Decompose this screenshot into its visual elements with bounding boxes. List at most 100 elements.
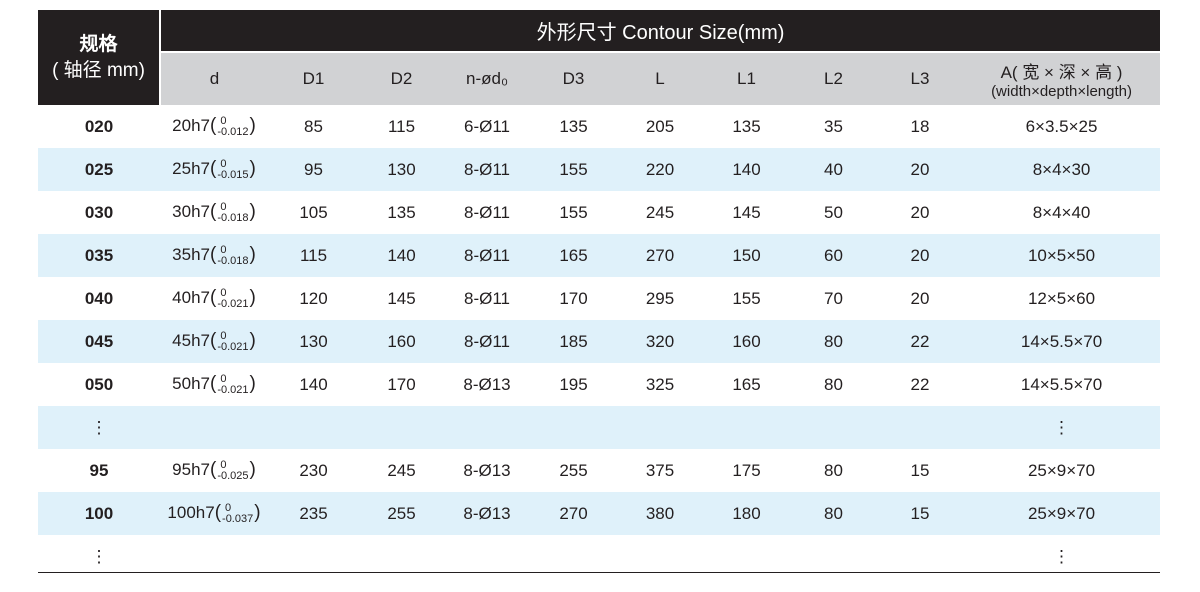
spec-cell: 100	[84, 503, 114, 523]
d2-cell: 135	[387, 202, 416, 222]
d-cell: 20h7(0 -0.012)	[172, 114, 256, 138]
l3-cell: 20	[910, 245, 930, 265]
col-header: L3	[877, 52, 963, 105]
l3-cell: 20	[910, 159, 930, 179]
table-row: 045 45h7(0 -0.021) 130 160 8-Ø11 185 320 160 80 22…	[38, 320, 1161, 363]
l-cell: 320	[645, 331, 675, 351]
l-cell: 245	[645, 202, 675, 222]
spec-cell: 020	[84, 116, 114, 136]
d-cell: 95h7(0 -0.025)	[172, 458, 256, 482]
d3-cell: 155	[559, 159, 588, 179]
d-cell: 40h7(0 -0.021)	[172, 286, 256, 310]
l1-cell: 135	[732, 116, 761, 136]
l3-cell: 15	[910, 503, 930, 523]
d1-cell: 105	[299, 202, 328, 222]
col-header: d	[160, 52, 268, 105]
l3-cell: 22	[910, 331, 930, 351]
d2-cell: 160	[387, 331, 416, 351]
l-cell: 205	[645, 116, 675, 136]
d2-cell: 145	[387, 288, 416, 308]
a-cell: 14×5.5×70	[1020, 374, 1103, 394]
l2-cell: 80	[824, 331, 843, 351]
l1-cell: 165	[732, 374, 761, 394]
d1-cell: 115	[299, 245, 328, 265]
d2-cell: 255	[387, 503, 416, 523]
l2-cell: 35	[824, 116, 843, 136]
ellipsis: ⋮	[1053, 546, 1071, 566]
contour-size-table: 规格( 轴径 mm) 外形尺寸 Contour Size(mm) d D1 D2…	[38, 10, 1161, 578]
n-cell: 8-Ø11	[464, 331, 510, 351]
table-row: 020 20h7(0 -0.012) 85 115 6-Ø11 135 205 135 35 18 6…	[38, 105, 1160, 148]
n-cell: 8-Ø11	[464, 245, 510, 265]
n-cell: 8-Ø11	[464, 159, 510, 179]
l-cell: 270	[645, 245, 675, 265]
table-bottom-rule	[38, 572, 1160, 573]
d1-cell: 85	[304, 116, 323, 136]
l-cell: 380	[645, 503, 675, 523]
spec-cell: 050	[84, 374, 114, 394]
d-cell: 35h7(0 -0.018)	[172, 243, 256, 267]
d-cell: 50h7(0 -0.021)	[172, 372, 256, 396]
table-row: 100 100h7(0 -0.037) 235 255 8-Ø13 270 380 180 80 1…	[38, 492, 1161, 535]
a-cell: 8×4×30	[1032, 159, 1091, 179]
d2-cell: 130	[387, 159, 416, 179]
d2-cell: 245	[387, 460, 416, 480]
spec-cell: 035	[84, 245, 114, 265]
table-row: ⋮ ⋮	[38, 406, 1161, 449]
l2-cell: 60	[824, 245, 843, 265]
l-cell: 375	[645, 460, 675, 480]
l1-cell: 160	[732, 331, 761, 351]
table-row: 035 35h7(0 -0.018) 115 140 8-Ø11 165 270 150 60 20…	[38, 234, 1161, 277]
col-header: n-ød₀	[444, 52, 530, 105]
d3-cell: 155	[559, 202, 588, 222]
n-cell: 8-Ø13	[463, 460, 511, 480]
n-cell: 6-Ø11	[464, 116, 510, 136]
d1-cell: 95	[304, 159, 323, 179]
l1-cell: 180	[732, 503, 761, 523]
d1-cell: 120	[299, 288, 328, 308]
d3-cell: 185	[559, 331, 588, 351]
l3-cell: 18	[910, 116, 930, 136]
d3-cell: 170	[559, 288, 588, 308]
l2-cell: 80	[824, 374, 843, 394]
a-cell: 12×5×60	[1027, 288, 1096, 308]
ellipsis: ⋮	[90, 546, 108, 566]
d3-cell: 165	[559, 245, 588, 265]
l2-cell: 40	[824, 159, 843, 179]
l1-cell: 150	[732, 245, 761, 265]
l2-cell: 80	[824, 503, 843, 523]
spec-cell: 040	[84, 288, 114, 308]
spec-cell: 030	[84, 202, 114, 222]
a-cell: 10×5×50	[1027, 245, 1096, 265]
l3-cell: 22	[910, 374, 930, 394]
d1-cell: 235	[299, 503, 328, 523]
d-cell: 100h7(0 -0.037)	[167, 501, 261, 525]
l-cell: 295	[645, 288, 675, 308]
d2-cell: 140	[387, 245, 416, 265]
n-cell: 8-Ø13	[463, 374, 511, 394]
l3-cell: 20	[910, 288, 930, 308]
group-title: 外形尺寸 Contour Size(mm)	[160, 10, 1161, 53]
d-cell: 30h7(0 -0.018)	[172, 200, 256, 224]
l-cell: 220	[645, 159, 675, 179]
col-header: D1	[268, 52, 359, 105]
l1-cell: 155	[732, 288, 761, 308]
a-cell: 14×5.5×70	[1020, 331, 1103, 351]
col-header-a: A( 宽 × 深 × 高 ) (width×depth×length)	[963, 52, 1161, 105]
l1-cell: 145	[732, 202, 761, 222]
l3-cell: 15	[910, 460, 930, 480]
table-row: 050 50h7(0 -0.021) 140 170 8-Ø13 195 325 165 80 22…	[38, 363, 1160, 406]
ellipsis: ⋮	[90, 417, 108, 437]
table-row: 025 25h7(0 -0.015) 95 130 8-Ø11 155 220 140 40 20 8…	[38, 148, 1161, 191]
d-cell: 45h7(0 -0.021)	[172, 329, 256, 353]
l3-cell: 20	[910, 202, 930, 222]
l2-cell: 80	[824, 460, 843, 480]
a-cell: 6×3.5×25	[1025, 116, 1098, 136]
d3-cell: 195	[559, 374, 588, 394]
spec-header: 规格( 轴径 mm)	[38, 10, 161, 105]
l2-cell: 70	[824, 288, 843, 308]
spec-cell: 95	[89, 460, 109, 480]
n-cell: 8-Ø11	[464, 202, 510, 222]
l1-cell: 175	[732, 460, 761, 480]
d1-cell: 230	[299, 460, 328, 480]
